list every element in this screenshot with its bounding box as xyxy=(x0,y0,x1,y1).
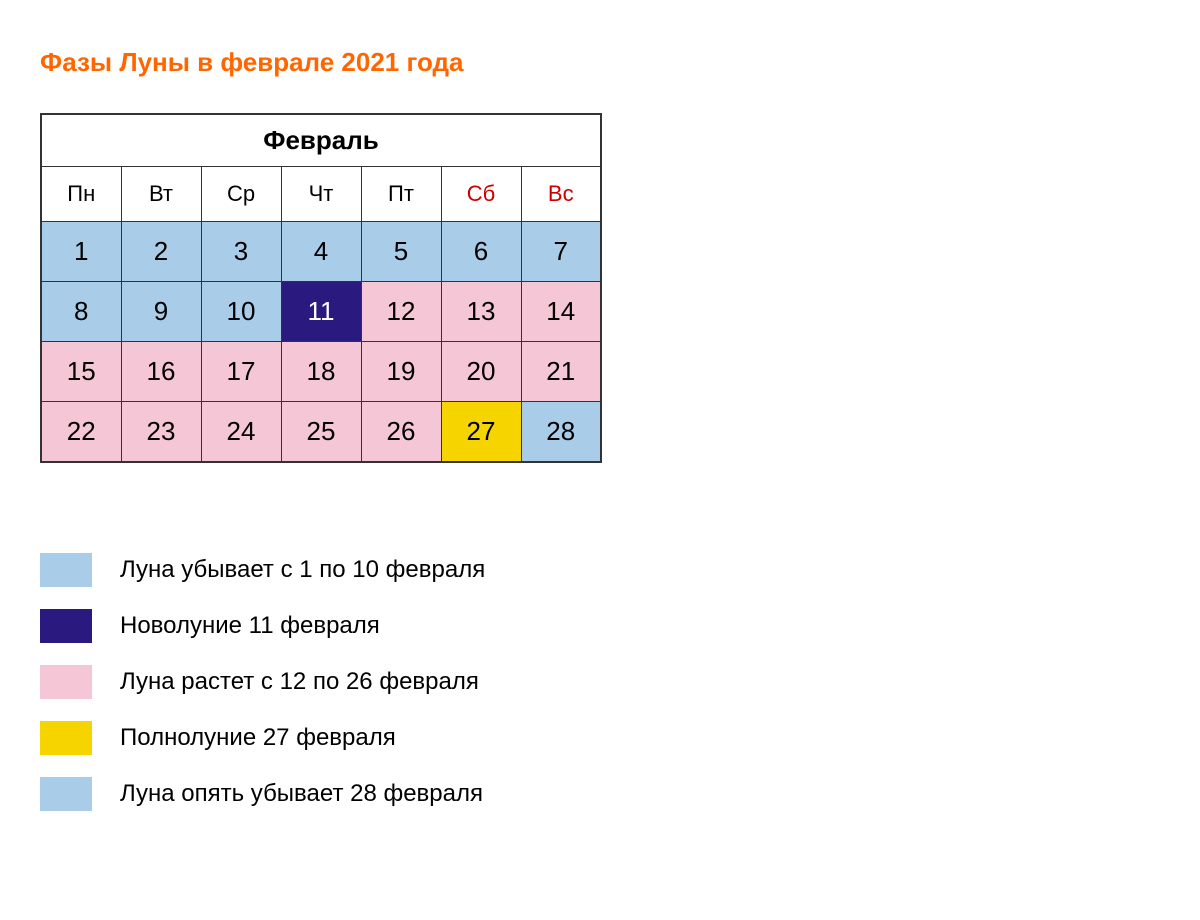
legend-row: Полнолуние 27 февраля xyxy=(40,721,1160,755)
day-cell: 26 xyxy=(361,402,441,463)
legend-row: Луна убывает с 1 по 10 февраля xyxy=(40,553,1160,587)
month-header: Февраль xyxy=(41,114,601,167)
day-cell: 7 xyxy=(521,222,601,282)
day-cell: 8 xyxy=(41,282,121,342)
day-headers-row: Пн Вт Ср Чт Пт Сб Вс xyxy=(41,167,601,222)
day-cell: 16 xyxy=(121,342,201,402)
legend-row: Луна опять убывает 28 февраля xyxy=(40,777,1160,811)
day-cell: 11 xyxy=(281,282,361,342)
calendar-row: 22232425262728 xyxy=(41,402,601,463)
calendar-row: 891011121314 xyxy=(41,282,601,342)
legend-text: Полнолуние 27 февраля xyxy=(120,724,396,752)
day-header-sun: Вс xyxy=(521,167,601,222)
day-cell: 15 xyxy=(41,342,121,402)
day-cell: 4 xyxy=(281,222,361,282)
day-cell: 19 xyxy=(361,342,441,402)
day-header-sat: Сб xyxy=(441,167,521,222)
legend: Луна убывает с 1 по 10 февраля Новолуние … xyxy=(40,553,1160,811)
day-cell: 6 xyxy=(441,222,521,282)
day-cell: 13 xyxy=(441,282,521,342)
legend-text: Луна опять убывает 28 февраля xyxy=(120,780,483,808)
day-cell: 3 xyxy=(201,222,281,282)
day-header-wed: Ср xyxy=(201,167,281,222)
day-cell: 20 xyxy=(441,342,521,402)
day-cell: 22 xyxy=(41,402,121,463)
legend-swatch xyxy=(40,777,92,811)
day-cell: 23 xyxy=(121,402,201,463)
calendar-body: 1234567891011121314151617181920212223242… xyxy=(41,222,601,463)
page-title: Фазы Луны в феврале 2021 года xyxy=(40,47,1160,78)
day-cell: 10 xyxy=(201,282,281,342)
calendar-row: 15161718192021 xyxy=(41,342,601,402)
day-cell: 14 xyxy=(521,282,601,342)
legend-swatch xyxy=(40,553,92,587)
day-header-tue: Вт xyxy=(121,167,201,222)
day-cell: 12 xyxy=(361,282,441,342)
day-cell: 5 xyxy=(361,222,441,282)
day-cell: 2 xyxy=(121,222,201,282)
day-cell: 21 xyxy=(521,342,601,402)
day-cell: 1 xyxy=(41,222,121,282)
legend-row: Новолуние 11 февраля xyxy=(40,609,1160,643)
legend-text: Луна убывает с 1 по 10 февраля xyxy=(120,556,485,584)
calendar-row: 1234567 xyxy=(41,222,601,282)
day-cell: 24 xyxy=(201,402,281,463)
legend-swatch xyxy=(40,721,92,755)
legend-swatch xyxy=(40,665,92,699)
day-cell: 9 xyxy=(121,282,201,342)
legend-row: Луна растет с 12 по 26 февраля xyxy=(40,665,1160,699)
day-cell: 27 xyxy=(441,402,521,463)
day-cell: 28 xyxy=(521,402,601,463)
legend-swatch xyxy=(40,609,92,643)
day-cell: 25 xyxy=(281,402,361,463)
day-header-fri: Пт xyxy=(361,167,441,222)
day-cell: 17 xyxy=(201,342,281,402)
day-header-mon: Пн xyxy=(41,167,121,222)
day-cell: 18 xyxy=(281,342,361,402)
legend-text: Луна растет с 12 по 26 февраля xyxy=(120,668,479,696)
legend-text: Новолуние 11 февраля xyxy=(120,612,380,640)
calendar-table: Февраль Пн Вт Ср Чт Пт Сб Вс 12345678910… xyxy=(40,113,602,463)
day-header-thu: Чт xyxy=(281,167,361,222)
